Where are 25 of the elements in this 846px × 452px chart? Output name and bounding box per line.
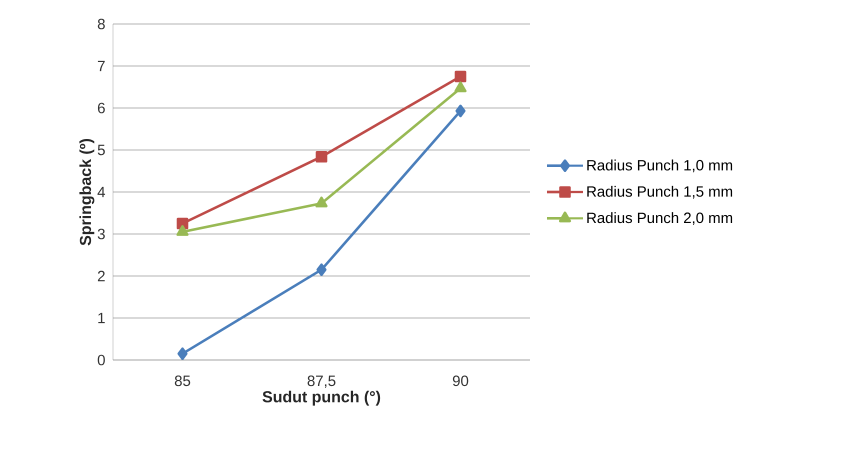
y-tick-label: 2 xyxy=(98,270,105,282)
y-tick-label: 1 xyxy=(98,312,105,324)
point xyxy=(176,225,189,236)
y-tick-label: 5 xyxy=(98,144,105,156)
point xyxy=(455,104,466,118)
y-tick-label: 6 xyxy=(98,102,105,114)
y-tick-label: 4 xyxy=(98,186,106,198)
point xyxy=(315,196,328,208)
y-tick-label: 8 xyxy=(98,18,105,30)
point xyxy=(454,81,467,92)
x-tick-label: 90 xyxy=(452,376,468,386)
point xyxy=(177,347,188,360)
point xyxy=(454,70,466,82)
point xyxy=(316,263,327,276)
y-tick-label: 0 xyxy=(98,354,105,366)
x-tick-label: 85 xyxy=(174,376,190,386)
x-tick-label: 87,5 xyxy=(308,376,336,388)
legend-label: Radius Punch 2,0 mm xyxy=(587,212,732,225)
y-axis-title: Springback (º) xyxy=(79,138,94,246)
y-tick-label: 3 xyxy=(98,228,105,240)
x-axis-title: Sudut punch (°) xyxy=(262,390,380,406)
y-tick-label: 7 xyxy=(98,60,105,72)
point xyxy=(316,150,328,162)
legend-label: Radius Punch 1,5 mm xyxy=(587,186,732,199)
legend-label: Radius Punch 1,0 mm xyxy=(587,160,732,172)
